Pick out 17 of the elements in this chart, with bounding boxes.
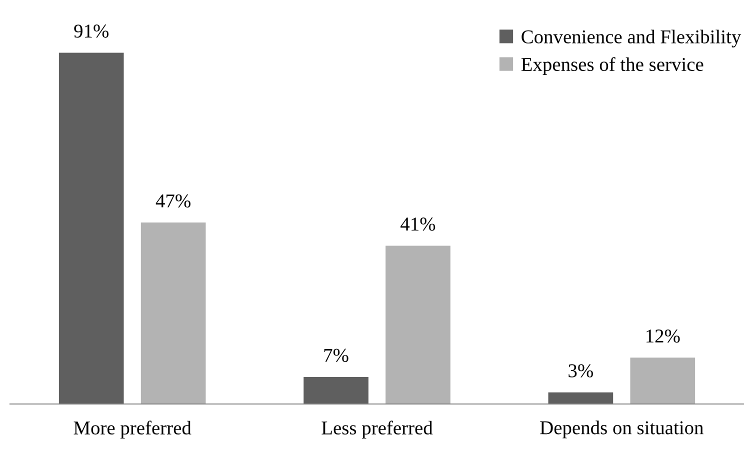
bar (304, 376, 368, 404)
x-tick-label: More preferred (74, 420, 192, 438)
x-tick-label: Depends on situation (540, 420, 704, 438)
data-label: 91% (74, 24, 109, 38)
data-label: 12% (646, 329, 680, 343)
legend-label: Expenses of the service (521, 57, 704, 75)
data-label: 7% (324, 348, 348, 362)
bar (140, 222, 206, 404)
bar (630, 358, 696, 404)
data-label: 47% (156, 194, 190, 208)
x-tick-label: Less preferred (322, 420, 433, 438)
data-label: 41% (400, 218, 436, 231)
bar (548, 392, 614, 404)
bar (58, 52, 124, 404)
legend-label: Convenience and Flexibility (522, 30, 742, 48)
data-label: 3% (568, 364, 593, 378)
bar (386, 246, 450, 404)
